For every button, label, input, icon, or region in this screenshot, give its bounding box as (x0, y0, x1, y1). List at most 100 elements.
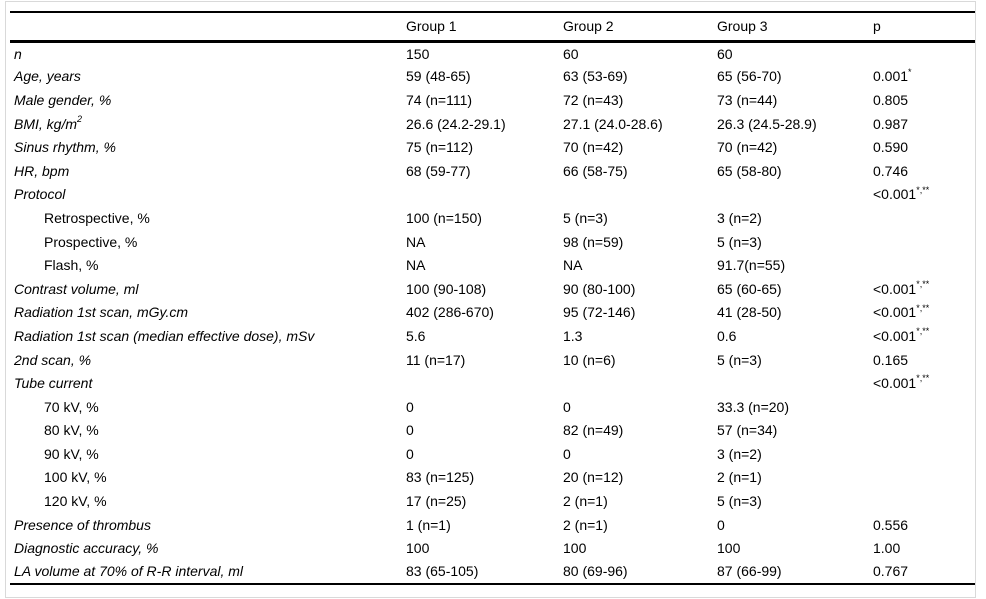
table-row: 120 kV, % 17 (n=25) 2 (n=1) 5 (n=3) (10, 489, 975, 513)
value-cell-group2: 63 (53-69) (563, 68, 628, 85)
value-cell-group2: 95 (72-146) (563, 304, 636, 321)
table-row: Contrast volume, ml 100 (90-108) 90 (80-10… (10, 277, 975, 301)
column-header-p: p (873, 18, 881, 35)
p-value-cell: 1.00 (873, 540, 901, 557)
p-value-cell: 0.987 (873, 115, 909, 132)
value-cell-group1: NA (406, 233, 426, 250)
value-cell-group3: 3 (n=2) (717, 209, 762, 226)
table-row: 70 kV, % 0 0 33.3 (n=20) (10, 395, 975, 419)
p-value-cell (869, 466, 975, 490)
table-row: BMI, kg/m2 26.6 (24.2-29.1) 27.1 (24.0-28.… (10, 112, 975, 136)
p-value-superscript: *,** (916, 279, 930, 290)
value-cell-group1: 100 (406, 540, 430, 557)
value-cell-group2: 0 (563, 445, 571, 462)
value-cell-group3: 70 (n=42) (717, 139, 778, 156)
value-cell-group1: 5.6 (406, 327, 426, 344)
p-value-cell (869, 41, 975, 65)
value-cell-group1: 0 (406, 398, 414, 415)
value-cell-group2 (559, 183, 713, 207)
row-label: 90 kV, % (44, 445, 99, 462)
p-value-superscript: *,** (916, 373, 930, 384)
p-value-cell: 0.001* (873, 66, 912, 85)
value-cell-group1: 75 (n=112) (406, 139, 474, 156)
table-row: Sinus rhythm, % 75 (n=112) 70 (n=42) 70 (n=… (10, 135, 975, 159)
p-value-superscript: * (908, 66, 912, 77)
row-label: HR, bpm (14, 162, 70, 179)
figure-frame (5, 1, 976, 598)
value-cell-group2: 90 (80-100) (563, 280, 636, 297)
value-cell-group2: NA (563, 257, 583, 274)
value-cell-group1: NA (406, 257, 426, 274)
p-value-cell: <0.001*,** (873, 184, 930, 203)
value-cell-group2: 72 (n=43) (563, 91, 624, 108)
value-cell-group1: 11 (n=17) (406, 351, 466, 368)
column-header-group2: Group 2 (563, 18, 614, 35)
p-value-cell (869, 489, 975, 513)
table-row: Radiation 1st scan (median effective dos… (10, 324, 975, 348)
p-value-cell (869, 395, 975, 419)
value-cell-group1: 100 (n=150) (406, 209, 482, 226)
value-cell-group3: 65 (56-70) (717, 68, 782, 85)
row-label: 100 kV, % (44, 469, 107, 486)
table-row: 100 kV, % 83 (n=125) 20 (n=12) 2 (n=1) (10, 466, 975, 490)
table-row: n 150 60 60 (10, 41, 975, 65)
p-value-cell: 0.556 (873, 516, 909, 533)
value-cell-group1: 1 (n=1) (406, 516, 451, 533)
value-cell-group2: 1.3 (563, 327, 583, 344)
value-cell-group1: 17 (n=25) (406, 493, 467, 510)
column-header-group3: Group 3 (717, 18, 768, 35)
table-row: Protocol <0.001*,** (10, 183, 975, 207)
row-label: Age, years (14, 68, 81, 85)
table-row: 90 kV, % 0 0 3 (n=2) (10, 442, 975, 466)
value-cell-group1: 100 (90-108) (406, 280, 487, 297)
p-value-cell (869, 230, 975, 254)
value-cell-group2: 82 (n=49) (563, 422, 624, 439)
p-value-superscript: *,** (916, 326, 930, 337)
p-value-cell: 0.746 (873, 162, 909, 179)
row-label: BMI, kg/m2 (14, 113, 83, 132)
table-row: Age, years 59 (48-65) 63 (53-69) 65 (56-70)… (10, 65, 975, 89)
value-cell-group2: 10 (n=6) (563, 351, 616, 368)
value-cell-group3: 3 (n=2) (717, 445, 762, 462)
table-row: HR, bpm 68 (59-77) 66 (58-75) 65 (58-80) 0.7… (10, 159, 975, 183)
table-row: Male gender, % 74 (n=111) 72 (n=43) 73 (n=4… (10, 88, 975, 112)
value-cell-group3: 65 (60-65) (717, 280, 782, 297)
row-label: n (14, 45, 22, 62)
value-cell-group2: 0 (563, 398, 571, 415)
value-cell-group3: 5 (n=3) (717, 493, 762, 510)
p-value-cell: 0.165 (873, 351, 909, 368)
row-label: Radiation 1st scan (median effective dos… (14, 327, 315, 344)
value-cell-group3: 57 (n=34) (717, 422, 778, 439)
row-label: Radiation 1st scan, mGy.cm (14, 304, 189, 321)
p-value-superscript: *,** (916, 302, 930, 313)
row-label: Protocol (14, 186, 66, 203)
table-row: Prospective, % NA 98 (n=59) 5 (n=3) (10, 230, 975, 254)
value-cell-group1: 59 (48-65) (406, 68, 471, 85)
table-row: Radiation 1st scan, mGy.cm 402 (286-670) 9… (10, 301, 975, 325)
value-cell-group3: 65 (58-80) (717, 162, 782, 179)
row-label: Prospective, % (44, 233, 138, 250)
table-row: 80 kV, % 0 82 (n=49) 57 (n=34) (10, 419, 975, 443)
value-cell-group2: 2 (n=1) (563, 493, 608, 510)
value-cell-group3 (713, 371, 869, 395)
value-cell-group2: 98 (n=59) (563, 233, 624, 250)
value-cell-group1 (402, 371, 559, 395)
row-label: Presence of thrombus (14, 516, 151, 533)
header-row: Group 1 Group 2 Group 3 p (10, 12, 975, 41)
value-cell-group2: 27.1 (24.0-28.6) (563, 115, 663, 132)
value-cell-group3 (713, 183, 869, 207)
value-cell-group1 (402, 183, 559, 207)
row-label: LA volume at 70% of R-R interval, ml (14, 563, 244, 580)
p-value-cell (869, 206, 975, 230)
value-cell-group3: 26.3 (24.5-28.9) (717, 115, 817, 132)
table-row: Retrospective, % 100 (n=150) 5 (n=3) 3 (n=2… (10, 206, 975, 230)
value-cell-group2: 100 (563, 540, 587, 557)
p-value-cell (869, 253, 975, 277)
results-table: Group 1 Group 2 Group 3 p n 150 60 60 Age, y… (10, 11, 975, 585)
value-cell-group1: 83 (n=125) (406, 469, 475, 486)
row-label: Retrospective, % (44, 209, 150, 226)
value-cell-group2: 20 (n=12) (563, 469, 624, 486)
row-label: 2nd scan, % (14, 351, 92, 368)
row-label: 120 kV, % (44, 493, 107, 510)
